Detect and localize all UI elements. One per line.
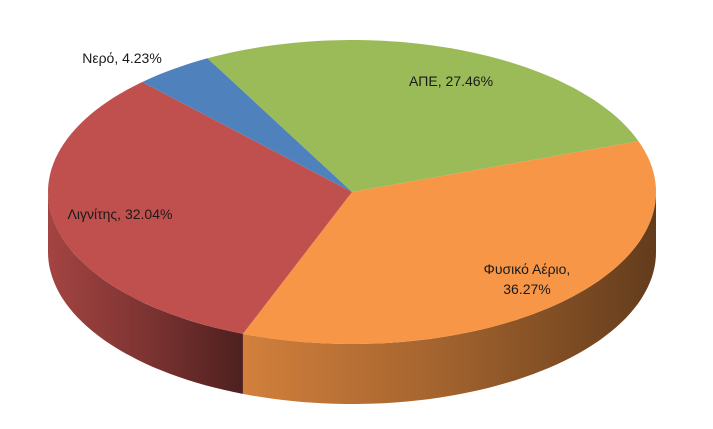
slice [207,40,639,192]
data-label: Νερό, 4.23% [82,50,162,66]
slice [48,82,352,334]
data-label: ΑΠΕ, 27.46% [408,73,494,89]
data-label: Φυσικό Αέριο, 36.27% [483,261,571,297]
data-label: Λιγνίτης, 32.04% [67,206,173,222]
slice [142,58,352,192]
slice [242,141,656,344]
slice-side-shade [48,192,243,394]
slice-side-shade [242,192,656,404]
